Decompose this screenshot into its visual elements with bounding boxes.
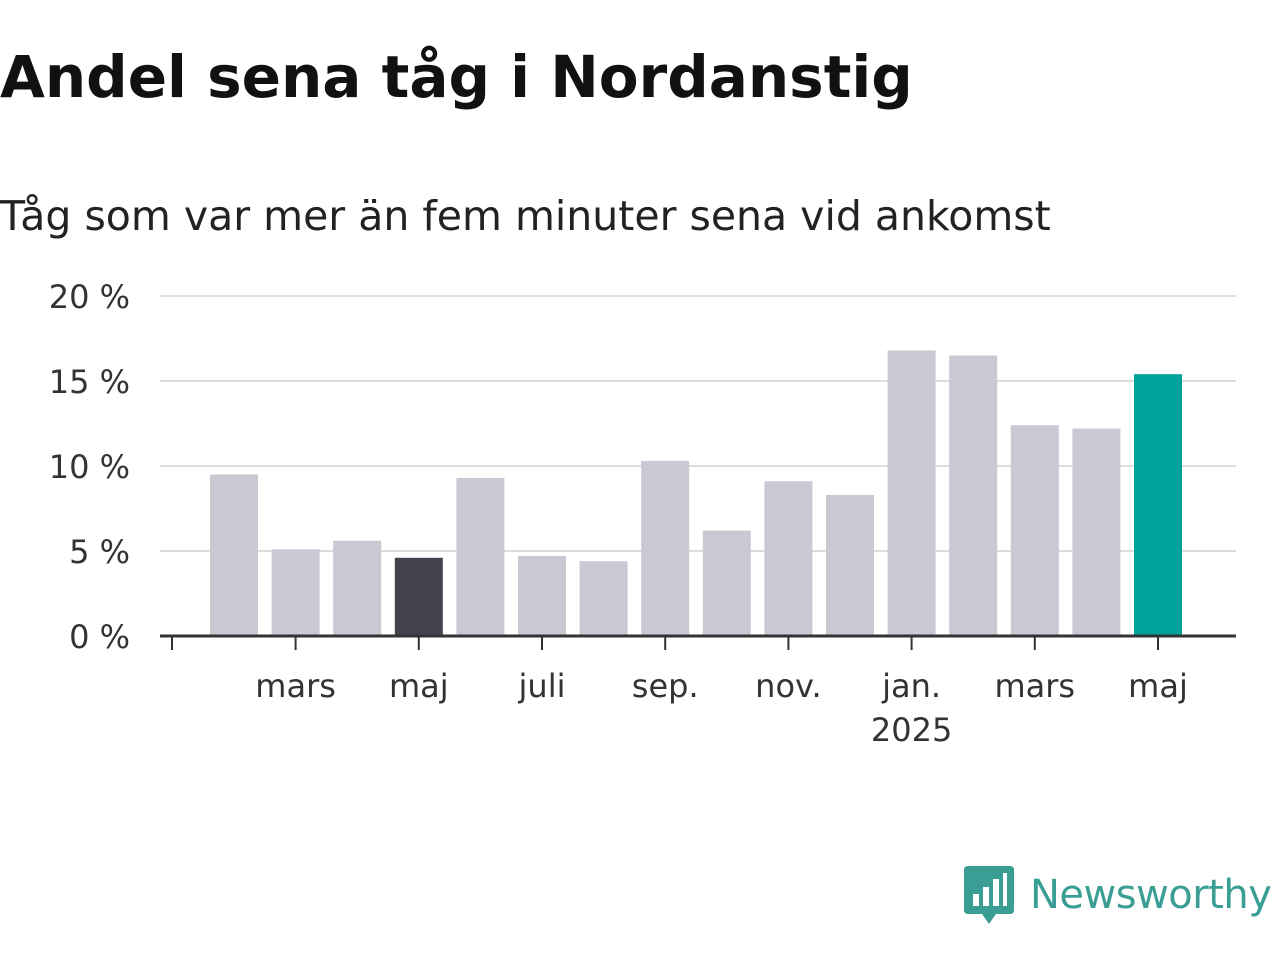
brand-name: Newsworthy — [1030, 872, 1272, 918]
bar-chart: 0 % 5 % 10 % 15 % 20 % mars maj juli sep. nov. jan… — [49, 278, 1236, 749]
y-tick-label: 0 % — [69, 618, 130, 656]
bar — [333, 540, 382, 636]
bar — [394, 557, 443, 636]
chart-title: Andel sena tåg i Nordanstig — [0, 43, 913, 111]
x-tick-label: juli — [518, 667, 566, 705]
bar — [1134, 374, 1182, 636]
x-tick-label: mars — [994, 667, 1075, 705]
bar — [518, 556, 566, 636]
bar — [702, 530, 751, 636]
x-tick-label: jan. — [881, 667, 941, 705]
bar — [579, 561, 628, 636]
x-tick-label: maj — [389, 667, 449, 705]
bar — [641, 460, 690, 636]
bar — [887, 350, 936, 636]
x-tick-label: sep. — [632, 667, 699, 705]
y-tick-label: 15 % — [49, 363, 130, 401]
bar — [949, 355, 998, 636]
bar — [456, 477, 505, 636]
x-tick-label: nov. — [755, 667, 821, 705]
chart-subtitle: Tåg som var mer än fem minuter sena vid … — [0, 192, 1051, 240]
newsworthy-logo-icon — [964, 866, 1014, 924]
y-tick-label: 10 % — [49, 448, 130, 486]
bar — [1010, 425, 1059, 636]
x-tick-label: mars — [255, 667, 336, 705]
bar — [1072, 428, 1121, 636]
x-tick-label: maj — [1128, 667, 1188, 705]
y-tick-label: 5 % — [69, 533, 130, 571]
newsworthy-brand: Newsworthy — [962, 862, 1272, 928]
x-tick-sublabel: 2025 — [871, 711, 952, 749]
bar — [271, 549, 320, 636]
y-tick-label: 20 % — [49, 278, 130, 316]
bar — [764, 481, 813, 636]
bar — [826, 494, 874, 636]
bar — [210, 474, 258, 636]
